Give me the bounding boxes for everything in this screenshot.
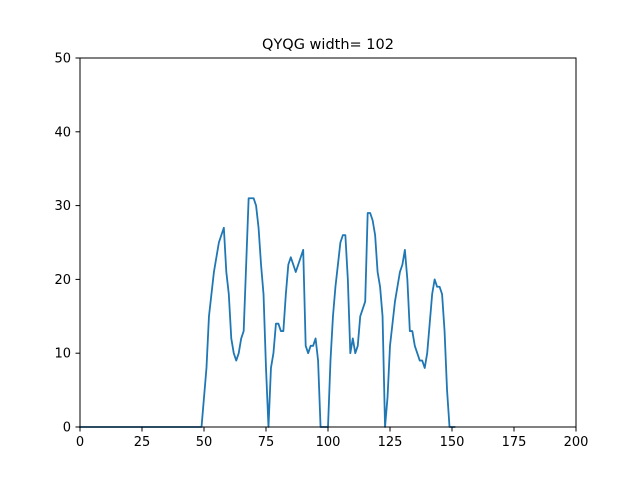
x-tick-label: 125 xyxy=(378,435,403,450)
y-tick-label: 30 xyxy=(54,199,71,214)
x-tick-label: 50 xyxy=(196,435,213,450)
x-tick-label: 0 xyxy=(76,435,84,450)
x-tick-label: 75 xyxy=(258,435,275,450)
y-tick-label: 0 xyxy=(63,421,71,436)
x-tick-label: 25 xyxy=(134,435,151,450)
x-tick-label: 175 xyxy=(502,435,527,450)
x-tick-label: 150 xyxy=(440,435,465,450)
plot-area xyxy=(79,197,456,428)
axes: 0 25 50 75 100 125 150 175 200 0 10 20 30 40 50 xyxy=(54,52,588,451)
y-tick-label: 40 xyxy=(54,125,71,140)
y-tick-label: 20 xyxy=(54,273,71,288)
y-tick-label: 50 xyxy=(54,52,71,67)
x-tick-label: 100 xyxy=(316,435,341,450)
x-tick-label: 200 xyxy=(564,435,589,450)
series-line-0 xyxy=(79,197,456,428)
chart-title: QYQG width= 102 xyxy=(262,37,394,53)
y-tick-label: 10 xyxy=(54,347,71,362)
